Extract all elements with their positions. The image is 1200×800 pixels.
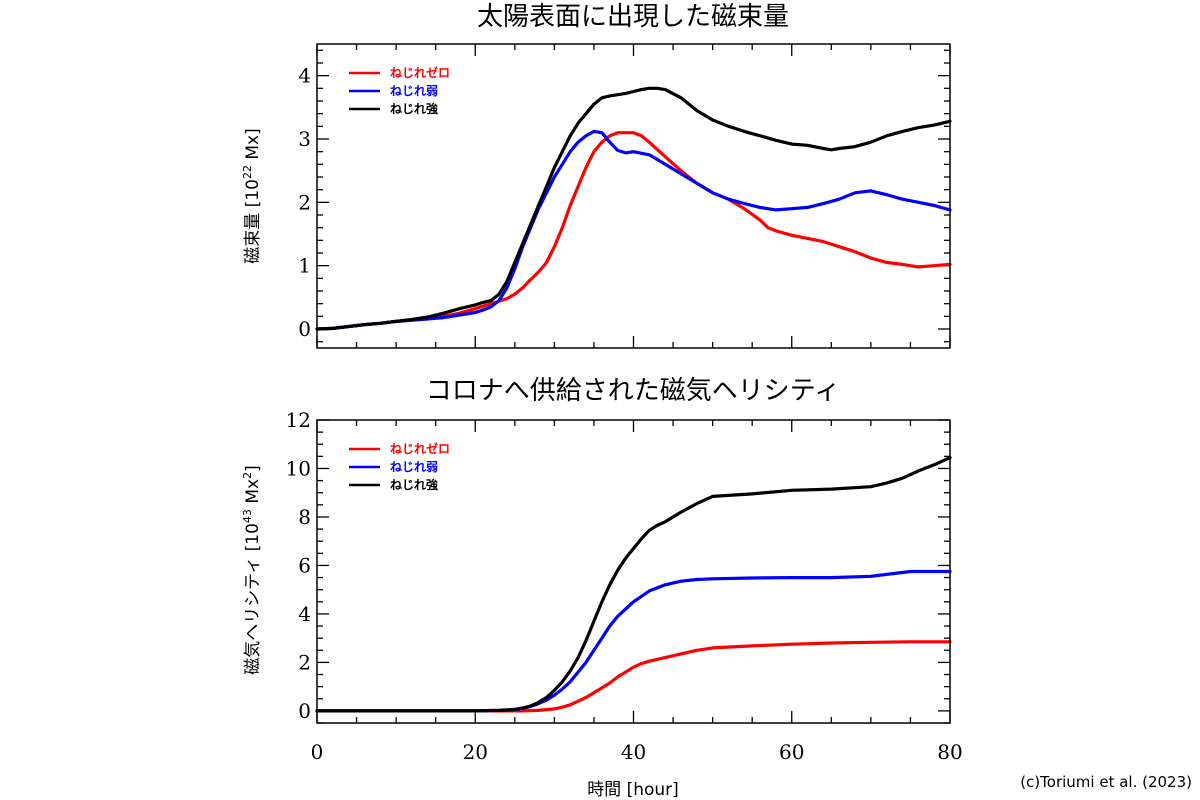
- flux-y-tick-label: 3: [298, 127, 311, 151]
- helicity-y-axis-label: 磁気ヘリシティ [1043 Mx2]: [241, 465, 263, 674]
- flux-legend-label-0: ねじれゼロ: [390, 65, 450, 80]
- flux-legend-label-1: ねじれ弱: [390, 83, 438, 98]
- helicity-x-tick-label: 20: [463, 740, 488, 764]
- helicity-legend-label-1: ねじれ弱: [390, 459, 438, 474]
- helicity-x-tick-label: 60: [779, 740, 804, 764]
- helicity-y-tick-label: 2: [298, 650, 311, 674]
- helicity-chart-title: コロナへ供給された磁気ヘリシティ: [426, 376, 840, 406]
- flux-plot-frame: [316, 43, 951, 349]
- helicity-y-tick-label: 8: [298, 505, 311, 529]
- flux-y-axis-label: 磁束量 [1022 Mx]: [241, 128, 263, 263]
- flux-series-line-1: [315, 129, 952, 331]
- helicity-x-tick-label: 40: [621, 740, 646, 764]
- flux-series-line-0: [315, 131, 952, 331]
- helicity-legend-label-2: ねじれ強: [390, 477, 438, 492]
- helicity-x-tick-label: 0: [311, 740, 324, 764]
- helicity-y-tick-label: 0: [298, 699, 311, 723]
- flux-ticks: [316, 44, 951, 348]
- copyright-credit: (c)Toriumi et al. (2023): [1020, 773, 1192, 791]
- flux-y-tick-label: 2: [298, 190, 311, 214]
- helicity-y-tick-label: 12: [286, 408, 311, 432]
- flux-series-line-2: [315, 86, 952, 331]
- helicity-tick-labels: 0 2 4 6 8 10 12 0 20 40 60 80: [286, 408, 963, 764]
- flux-y-tick-label: 4: [298, 64, 311, 88]
- helicity-series-lines: [315, 456, 952, 713]
- flux-legend-label-2: ねじれ強: [390, 101, 438, 116]
- flux-tick-labels: 0 1 2 3 4: [298, 64, 311, 341]
- helicity-series-line-2: [315, 456, 952, 713]
- helicity-y-tick-label: 10: [286, 456, 311, 480]
- helicity-panel: コロナへ供給された磁気ヘリシティ 磁気ヘリシティ [1043 Mx2] 0 2 4 6…: [241, 376, 963, 800]
- helicity-y-tick-label: 4: [298, 602, 311, 626]
- helicity-y-tick-label: 6: [298, 553, 311, 577]
- helicity-legend-label-0: ねじれゼロ: [390, 441, 450, 456]
- flux-series-lines: [315, 86, 952, 331]
- flux-y-tick-label: 0: [298, 317, 311, 341]
- x-axis-label: 時間 [hour]: [587, 780, 679, 800]
- flux-y-tick-label: 1: [298, 254, 311, 278]
- helicity-plot-frame: [316, 419, 951, 724]
- helicity-x-tick-label: 80: [937, 740, 962, 764]
- flux-chart-title: 太陽表面に出現した磁束量: [477, 2, 789, 32]
- helicity-series-line-0: [315, 640, 952, 713]
